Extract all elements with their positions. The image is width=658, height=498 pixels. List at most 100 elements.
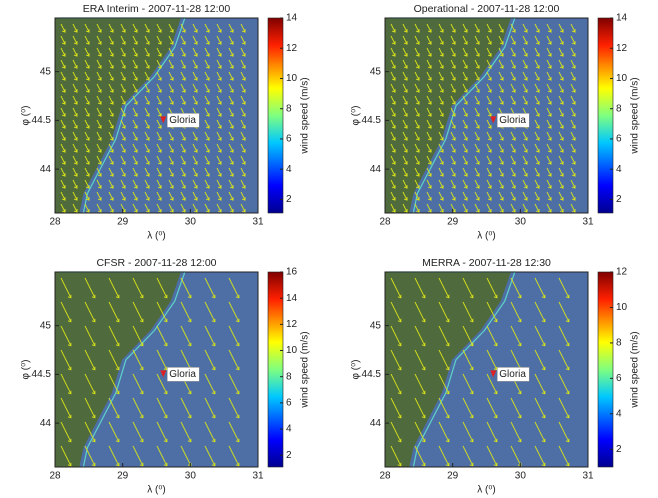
wind-arrow [450, 143, 456, 153]
wind-arrow [402, 107, 408, 117]
wind-arrow [414, 373, 426, 395]
colorbar [267, 271, 284, 468]
x-tick-label: 31 [582, 471, 594, 482]
colorbar-tick-label: 6 [616, 373, 622, 384]
wind-arrow [132, 47, 138, 57]
wind-arrow [534, 131, 540, 141]
wind-arrow [108, 167, 114, 177]
wind-arrow [486, 71, 492, 81]
wind-arrow [180, 155, 186, 165]
wind-arrow [72, 35, 78, 45]
wind-arrow [84, 83, 90, 93]
wind-arrow [534, 445, 546, 467]
wind-arrow [510, 325, 522, 347]
wind-arrow [204, 59, 210, 69]
wind-arrow [522, 143, 528, 153]
x-tick-label: 30 [515, 471, 527, 482]
wind-arrow [498, 131, 504, 141]
wind-arrow [60, 47, 66, 57]
wind-arrow [60, 83, 66, 93]
wind-arrow [204, 397, 216, 419]
wind-arrow [414, 47, 420, 57]
site-label-box [497, 113, 530, 128]
wind-arrow [156, 107, 162, 117]
wind-arrow [426, 35, 432, 45]
wind-arrow [204, 203, 210, 213]
wind-arrow [72, 155, 78, 165]
wind-arrow [180, 71, 186, 81]
site-label: Gloria [169, 369, 196, 380]
wind-arrow [60, 107, 66, 117]
wind-arrow [228, 167, 234, 177]
wind-arrow [450, 95, 456, 105]
wind-arrow [180, 421, 192, 443]
wind-arrow [132, 35, 138, 45]
wind-arrow [462, 191, 468, 201]
wind-arrow [84, 119, 90, 129]
wind-arrow [144, 107, 150, 117]
wind-arrow [558, 167, 564, 177]
wind-arrow [216, 23, 222, 33]
wind-arrow [180, 445, 192, 467]
wind-arrow [108, 203, 114, 213]
wind-arrow [486, 131, 492, 141]
colorbar-tick-label: 2 [616, 444, 622, 455]
wind-arrow [96, 131, 102, 141]
wind-arrow [144, 47, 150, 57]
wind-arrow [96, 191, 102, 201]
panel-title: Operational - 2007-11-28 12:00 [414, 3, 560, 15]
wind-arrow [462, 119, 468, 129]
wind-arrow [108, 349, 120, 371]
wind-arrow [390, 167, 396, 177]
wind-arrow [228, 23, 234, 33]
wind-arrow [108, 301, 120, 323]
wind-arrow [156, 71, 162, 81]
wind-arrow [534, 83, 540, 93]
wind-arrow [438, 35, 444, 45]
wind-arrow [108, 71, 114, 81]
wind-arrow [168, 35, 174, 45]
wind-arrow [390, 349, 402, 371]
wind-arrow [108, 373, 120, 395]
wind-arrow [84, 277, 96, 299]
y-tick-label: 44.5 [32, 369, 52, 380]
wind-arrow [510, 277, 522, 299]
wind-arrow [180, 131, 186, 141]
wind-arrow [240, 167, 246, 177]
wind-arrow [474, 107, 480, 117]
x-tick-label: 31 [252, 471, 264, 482]
colorbar [597, 17, 614, 214]
x-axis-label: λ (⁰) [477, 485, 495, 496]
wind-arrow [438, 119, 444, 129]
wind-arrow [486, 23, 492, 33]
colorbar-tick-label: 8 [286, 371, 292, 382]
wind-arrow [120, 155, 126, 165]
wind-arrow [414, 155, 420, 165]
wind-arrow [108, 397, 120, 419]
wind-arrow [192, 143, 198, 153]
wind-arrow [216, 179, 222, 189]
wind-arrow [108, 119, 114, 129]
wind-arrow [534, 191, 540, 201]
wind-arrow [96, 119, 102, 129]
colorbar-tick-label: 4 [286, 164, 292, 175]
wind-arrow [192, 95, 198, 105]
wind-arrow [144, 119, 150, 129]
wind-arrow [558, 349, 570, 371]
wind-arrow [522, 83, 528, 93]
colorbar-tick-label: 12 [616, 43, 628, 54]
wind-arrow [156, 277, 168, 299]
wind-arrow [510, 179, 516, 189]
wind-arrow [558, 119, 564, 129]
wind-arrow [546, 167, 552, 177]
wind-arrow [60, 301, 72, 323]
wind-arrow [390, 107, 396, 117]
wind-arrow [414, 179, 420, 189]
wind-arrow [204, 445, 216, 467]
wind-arrow [180, 203, 186, 213]
site-label: Gloria [499, 115, 526, 126]
wind-arrow [546, 59, 552, 69]
wind-arrow [390, 203, 396, 213]
wind-arrow [390, 47, 396, 57]
wind-arrow [414, 95, 420, 105]
